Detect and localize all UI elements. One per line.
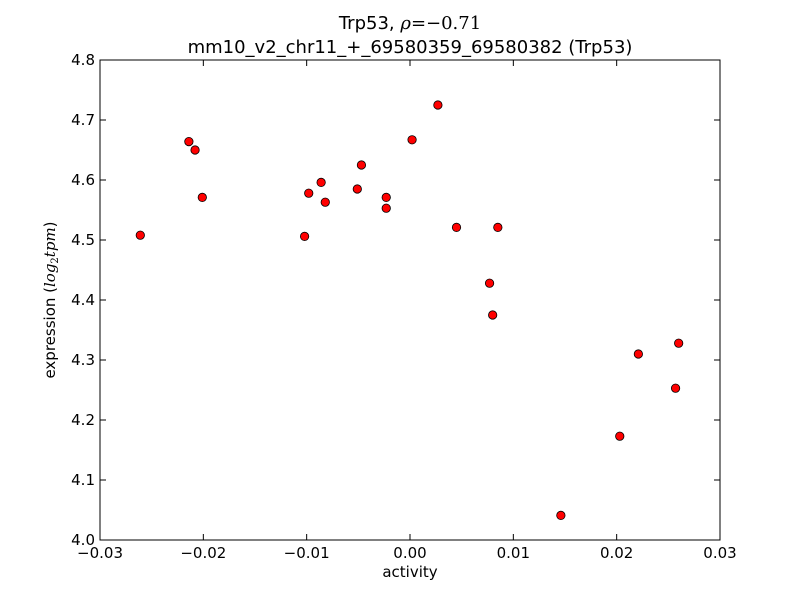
data-point [633, 349, 643, 359]
data-point [299, 231, 310, 241]
data-point [670, 383, 681, 393]
y-axis-label-log: log [41, 264, 59, 287]
x-tick-label: 0.01 [497, 544, 530, 562]
y-tick-label: 4.6 [71, 171, 95, 189]
y-tick-label: 4.8 [71, 51, 95, 69]
data-point [135, 230, 145, 240]
plot-area [99, 59, 721, 541]
x-tick-label: 0.03 [703, 544, 736, 562]
y-tick-label: 4.2 [71, 411, 95, 429]
data-point [381, 192, 391, 202]
data-point [674, 338, 684, 348]
x-tick-label: 0.02 [600, 544, 633, 562]
y-tick-label: 4.0 [71, 531, 95, 549]
y-axis-label: expression (log2tpm) [41, 221, 61, 378]
x-tick-label: −0.02 [180, 544, 226, 562]
data-point [316, 177, 326, 187]
y-axis-label-prefix: expression ( [41, 287, 59, 379]
data-point [184, 137, 194, 147]
data-point [190, 145, 200, 155]
data-point [451, 222, 462, 232]
x-axis-label: activity [382, 563, 437, 581]
x-tick-label: −0.03 [77, 544, 123, 562]
x-axis-ticks: −0.03 −0.02 −0.01 0.00 0.01 0.02 0.03 [77, 60, 737, 562]
chart-title-rho-symbol: ρ [399, 13, 411, 34]
data-point [433, 100, 443, 110]
chart-title: Trp53, ρ=−0.71 [338, 13, 481, 34]
data-point [556, 510, 566, 521]
chart-subtitle: mm10_v2_chr11_+_69580359_69580382 (Trp53… [188, 37, 633, 58]
y-tick-label: 4.5 [71, 231, 95, 249]
y-axis-ticks: 4.0 4.1 4.2 4.3 4.4 4.5 4.6 4.7 4.8 [71, 51, 720, 549]
x-tick-label: 0.00 [393, 544, 426, 562]
chart-title-rho-value: =−0.71 [411, 13, 481, 34]
y-axis-label-tpm: tpm [41, 227, 59, 257]
y-tick-label: 4.1 [71, 471, 95, 489]
data-point [493, 222, 503, 232]
data-point [352, 184, 362, 194]
y-axis-label-suffix: ) [41, 221, 59, 227]
data-point [356, 160, 367, 170]
data-point [304, 188, 314, 198]
data-point [615, 431, 625, 441]
data-point [484, 278, 495, 288]
y-axis-label-sub: 2 [50, 257, 61, 263]
data-point [381, 203, 391, 213]
data-point [197, 192, 207, 202]
x-tick-label: −0.01 [284, 544, 330, 562]
data-point [488, 310, 498, 320]
y-tick-label: 4.7 [71, 111, 95, 129]
data-point [407, 135, 417, 145]
y-tick-label: 4.3 [71, 351, 95, 369]
chart-title-main: Trp53, [338, 13, 401, 34]
data-point [320, 197, 330, 207]
y-tick-label: 4.4 [71, 291, 95, 309]
data-points [135, 100, 684, 521]
